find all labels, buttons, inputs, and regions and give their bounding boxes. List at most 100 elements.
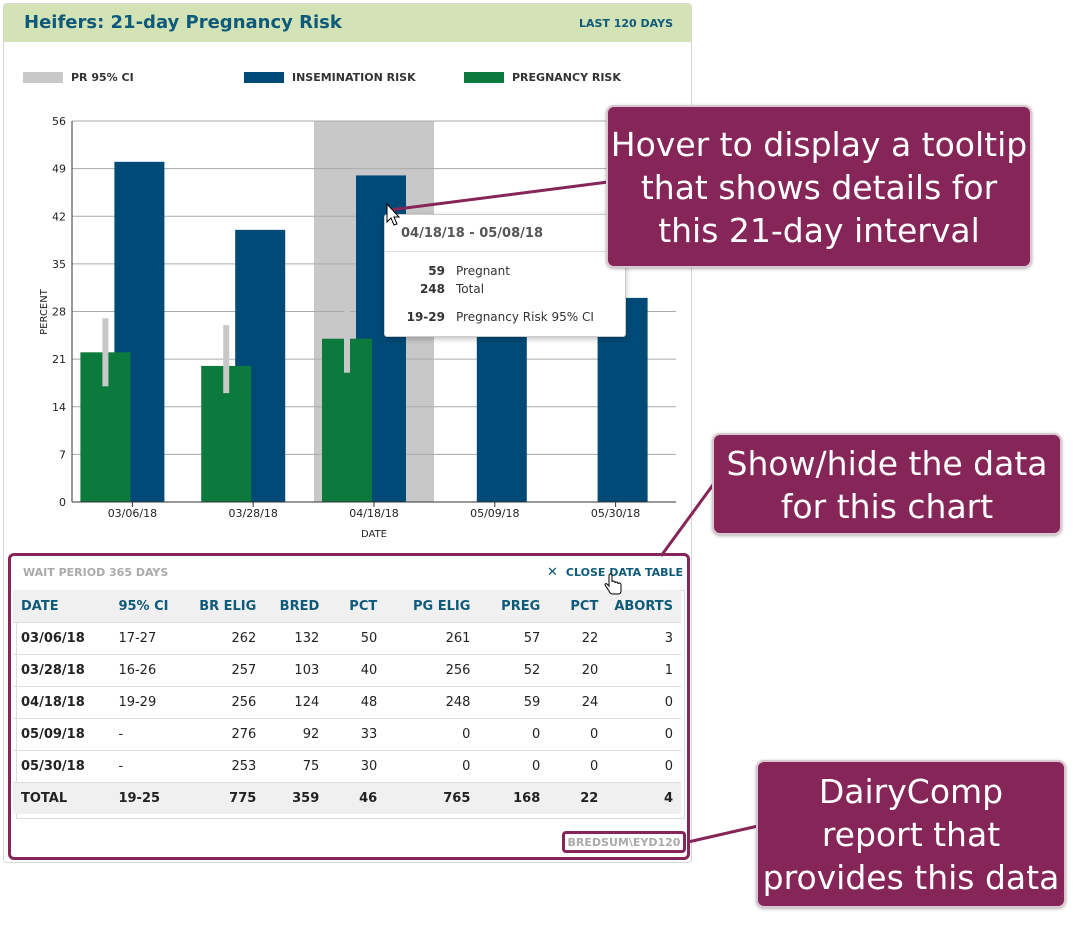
y-tick-label: 49 [52, 163, 66, 176]
col-pg-elig: PG ELIG [385, 590, 479, 623]
col-date: DATE [13, 590, 111, 623]
table-cell: 16-26 [110, 654, 186, 687]
table-cell: 0 [606, 750, 681, 783]
x-tick-label: 03/28/18 [228, 507, 277, 520]
x-axis-label: DATE [361, 529, 387, 540]
table-cell: 0 [606, 686, 681, 719]
table-cell: 253 [185, 750, 265, 783]
y-tick-label: 28 [52, 306, 66, 319]
table-cell: 50 [327, 622, 386, 655]
table-cell: 24 [548, 686, 607, 719]
table-cell: 3 [606, 622, 681, 655]
table-cell: 0 [478, 750, 549, 783]
table-cell: 0 [478, 718, 549, 751]
col-aborts: ABORTS [606, 590, 681, 623]
table-cell: 75 [264, 750, 328, 783]
close-data-table-button[interactable]: ✕ CLOSE DATA TABLE [547, 565, 683, 580]
close-data-table-label: CLOSE DATA TABLE [565, 566, 684, 579]
callout-report-line-2: report that [821, 815, 1001, 854]
y-tick-label: 0 [59, 496, 66, 509]
callout-report-line-3: provides this data [762, 858, 1060, 897]
tooltip-ci-label: Pregnancy Risk 95% CI [456, 310, 594, 324]
table-cell: 256 [385, 654, 479, 687]
table-row: 03/28/18 16-26 257 103 40 256 52 20 1 [13, 654, 681, 687]
table-cell: 05/30/18 [13, 750, 111, 783]
legend-label-pregnancy: PREGNANCY RISK [512, 71, 621, 84]
table-cell: 04/18/18 [13, 686, 111, 719]
tooltip-total-label: Total [456, 282, 485, 296]
col-br-elig: BR ELIG [185, 590, 265, 623]
data-table-panel: WAIT PERIOD 365 DAYS ✕ CLOSE DATA TABLE D… [8, 553, 690, 860]
table-cell: 775 [185, 782, 265, 814]
table-cell: 0 [548, 718, 607, 751]
table-row: 04/18/18 19-29 256 124 48 248 59 24 0 [13, 686, 681, 719]
tooltip-title: 04/18/18 - 05/08/18 [401, 226, 543, 241]
x-tick-label: 05/09/18 [470, 507, 519, 520]
table-row: 05/30/18-253 75 30 0 0 0 0 [13, 750, 681, 783]
callout-tooltip: Hover to display a tooltip that shows de… [606, 105, 1032, 268]
table-cell: 103 [264, 654, 328, 687]
card-header: Heifers: 21-day Pregnancy Risk LAST 120 … [4, 4, 691, 42]
x-tick-label: 03/06/18 [108, 507, 157, 520]
table-cell: 20 [548, 654, 607, 687]
table-cell: 52 [478, 654, 549, 687]
table-cell: 132 [264, 622, 328, 655]
table-cell: - [110, 718, 186, 751]
tooltip-pregnant-value: 59 [428, 264, 445, 278]
table-cell: 257 [185, 654, 265, 687]
table-cell: 59 [478, 686, 549, 719]
table-cell: 48 [327, 686, 386, 719]
table-cell: 05/09/18 [13, 718, 111, 751]
chart-tooltip: 04/18/18 - 05/08/18 59 Pregnant 248 Tota… [384, 214, 626, 337]
callout-table: Show/hide the data for this chart [712, 433, 1062, 535]
table-cell: 17-27 [110, 622, 186, 655]
legend-swatch-insemination [244, 72, 284, 83]
legend-swatch-ci [23, 72, 63, 83]
y-axis-label: PERCENT [39, 288, 50, 335]
table-cell: 22 [548, 622, 607, 655]
col-bred: BRED [264, 590, 328, 623]
table-cell: 57 [478, 622, 549, 655]
table-row: 03/06/18 17-27 262 132 50 261 57 22 3 [13, 622, 681, 655]
table-total-row: TOTAL 19-25 775 359 46 765 168 22 4 [13, 782, 681, 814]
y-tick-label: 35 [52, 258, 66, 271]
table-row: 05/09/18-276 92 33 0 0 0 0 [13, 718, 681, 751]
ci-whisker [102, 318, 109, 387]
report-code-badge: BREDSUM\EYD120 [562, 831, 686, 853]
col-preg: PREG [478, 590, 549, 623]
legend-label-insemination: INSEMINATION RISK [292, 71, 416, 84]
wait-period-label: WAIT PERIOD 365 DAYS [23, 566, 169, 579]
callout-tooltip-line-1: Hover to display a tooltip [610, 125, 1028, 164]
table-cell: 22 [548, 782, 607, 814]
table-cell: 4 [606, 782, 681, 814]
legend-label-ci: PR 95% CI [71, 71, 134, 84]
table-cell: 124 [264, 686, 328, 719]
callout-tooltip-line-3: this 21-day interval [658, 211, 980, 250]
callout-report-line-1: DairyComp [818, 772, 1004, 811]
table-cell: 276 [185, 718, 265, 751]
col-pct-preg: PCT [548, 590, 607, 623]
y-tick-label: 14 [52, 401, 66, 414]
table-cell: 1 [606, 654, 681, 687]
callout-tooltip-line-2: that shows details for [640, 168, 998, 207]
table-header-row: DATE 95% CI BR ELIG BRED PCT PG ELIG PRE… [13, 590, 681, 623]
data-table: DATE 95% CI BR ELIG BRED PCT PG ELIG PRE… [13, 590, 681, 814]
col-pct-bred: PCT [327, 590, 386, 623]
table-cell: 0 [385, 750, 479, 783]
y-tick-label: 42 [52, 210, 66, 223]
table-cell: 92 [264, 718, 328, 751]
ci-whisker [223, 325, 230, 394]
y-tick-label: 56 [52, 115, 66, 128]
tooltip-pregnant-label: Pregnant [456, 264, 510, 278]
tooltip-divider [385, 251, 625, 252]
y-tick-label: 7 [59, 448, 66, 461]
table-cell: 03/06/18 [13, 622, 111, 655]
close-icon: ✕ [547, 565, 558, 580]
date-range-label[interactable]: LAST 120 DAYS [578, 17, 673, 30]
table-cell: 262 [185, 622, 265, 655]
y-tick-label: 21 [52, 353, 66, 366]
table-cell: TOTAL [13, 782, 111, 814]
callout-table-line-2: for this chart [780, 487, 994, 526]
table-cell: 40 [327, 654, 386, 687]
tooltip-total-value: 248 [419, 282, 445, 296]
